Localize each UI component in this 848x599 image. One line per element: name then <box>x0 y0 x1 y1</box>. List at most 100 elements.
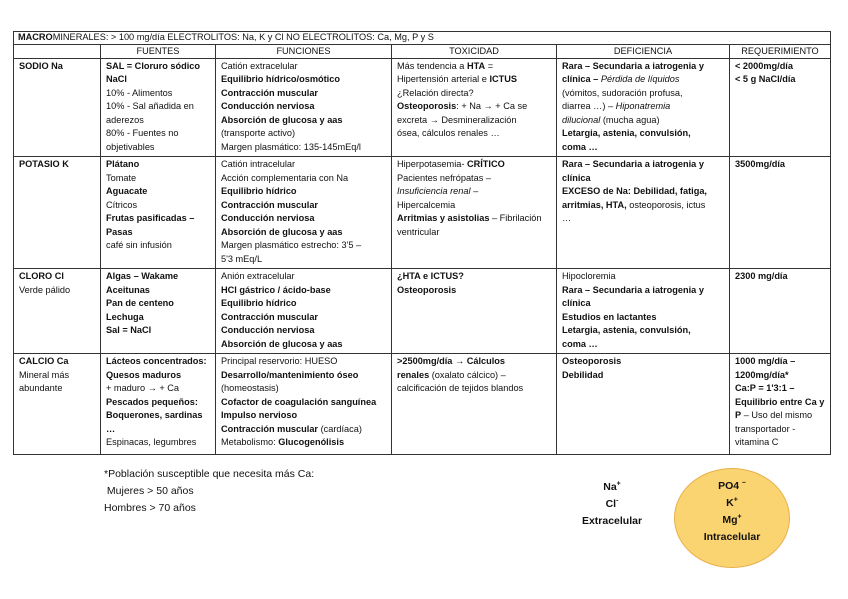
text-segment: Debilidad <box>562 369 604 380</box>
text-segment: Lácteos concentrados: <box>106 356 207 366</box>
text-segment: Catión extracelular <box>221 60 298 71</box>
text-segment: + maduro → + Ca <box>106 383 180 393</box>
cell-funciones: Catión intracelular Acción complementaria… <box>215 156 392 269</box>
text-segment: (vómitos, sudoración profusa, <box>562 87 683 98</box>
cell-line: Hiperpotasemia- CRÍTICO <box>397 158 552 172</box>
ion-charge: + <box>733 496 738 504</box>
table-title: MACROMINERALES: > 100 mg/día ELECTROLITO… <box>13 31 831 45</box>
ion-charge: - <box>616 497 619 505</box>
text-segment: 1000 mg/día – <box>735 356 796 366</box>
text-segment: objetivables <box>106 141 155 152</box>
cell-line: 1000 mg/día – <box>735 355 826 369</box>
cell-line: P – Uso del mismo <box>735 409 826 423</box>
cell-line: < 2000mg/día <box>735 60 826 74</box>
cell-line: Ca:P = 1'3:1 – <box>735 382 826 396</box>
text-segment: Pacientes nefrópatas – <box>397 172 491 183</box>
text-segment: < 2000mg/día <box>735 60 793 71</box>
cell-line: clínica <box>562 172 725 186</box>
cell-line: Conducción nerviosa <box>221 324 387 338</box>
cell-line: ventricular <box>397 226 552 240</box>
text-segment: 5'3 mEq/L <box>221 253 263 264</box>
text-segment: vitamina C <box>735 437 779 447</box>
text-segment: Acción complementaria con Na <box>221 172 349 183</box>
text-segment: CLORO Cl <box>19 271 64 281</box>
text-segment: Quesos maduros <box>106 369 182 380</box>
cell-line: Margen plasmático: 135-145mEq/l <box>221 141 387 155</box>
row-calcio: CALCIO Ca Mineral más abundante Lácteos con… <box>13 353 831 455</box>
text-segment: Metabolismo: <box>221 437 279 447</box>
cell-line: abundante <box>19 382 96 396</box>
cell-funciones: Catión extracelular Equilibrio hídrico/os… <box>215 57 392 157</box>
column-header <box>13 43 101 59</box>
text-segment: renales <box>397 369 432 380</box>
text-segment: Impulso nervioso <box>221 410 298 420</box>
text-segment: aderezos <box>106 114 144 125</box>
text-segment: Margen plasmático estrecho: 3'5 – <box>221 240 362 250</box>
ion-charge: + <box>737 513 742 521</box>
text-segment: Plátano <box>106 159 140 169</box>
cell-line: Rara – Secundaria a iatrogenia y <box>562 60 725 74</box>
cell-line: Verde pálido <box>19 284 96 298</box>
cell-line: Pescados pequeños: <box>106 396 211 410</box>
cell-line: Algas – Wakame <box>106 270 211 284</box>
ion-charge: + <box>616 480 621 488</box>
text-segment: Verde pálido <box>19 284 71 295</box>
cell-line: excreta → Desmineralización <box>397 114 552 128</box>
cell-line: Contracción muscular <box>221 199 387 213</box>
cell-deficiencia: Osteoporosis Debilidad <box>556 353 730 455</box>
cell-line: 2300 mg/día <box>735 270 826 284</box>
text-segment: EXCESO de Na: Debilidad, fatiga, <box>562 186 707 196</box>
row-sodio: SODIO Na SAL = Cloruro sódico NaCl 10% - Al… <box>13 57 831 157</box>
cell-line: clínica <box>562 297 725 311</box>
cell-line: Absorción de glucosa y aas <box>221 114 387 128</box>
cell-line: CALCIO Ca <box>19 355 96 369</box>
text-segment: Anión extracelular <box>221 271 295 281</box>
column-header: DEFICIENCIA <box>556 43 730 59</box>
text-segment: < 5 g NaCl/día <box>735 74 796 84</box>
cell-line: Plátano <box>106 158 211 172</box>
text-segment: = <box>485 60 494 71</box>
cell-line: 1200mg/día* <box>735 369 826 383</box>
text-segment: Equilibrio hídrico/osmótico <box>221 74 340 84</box>
note-line: *Población susceptible que necesita más … <box>104 468 315 480</box>
text-segment: P <box>735 410 742 420</box>
text-segment: : + Na → + Ca se <box>456 101 528 111</box>
text-segment: Pan de centeno <box>106 298 174 308</box>
cell-line: Conducción nerviosa <box>221 100 387 114</box>
cell-line: objetivables <box>106 141 211 155</box>
row-cloro: CLORO Cl Verde pálido Algas – Wakame Aceitu… <box>13 268 831 354</box>
text-segment: SAL = Cloruro sódico <box>106 60 201 71</box>
text-segment: Osteoporosis <box>562 356 622 366</box>
text-segment: 2300 mg/día <box>735 271 788 281</box>
intracellular-label: Intracelular <box>703 531 761 543</box>
text-segment: Contracción muscular <box>221 311 319 322</box>
note-line: Mujeres > 50 años <box>104 485 194 497</box>
cell-line: 10% - Sal añadida en <box>106 100 211 114</box>
text-segment: Absorción de glucosa y aas <box>221 226 343 237</box>
text-segment: 10% - Alimentos <box>106 87 173 98</box>
text-segment: Conducción nerviosa <box>221 213 315 223</box>
row-potasio: POTASIO K Plátano Tomate Aguacate Cítricos Fr… <box>13 156 831 269</box>
cell-line: Catión extracelular <box>221 60 387 74</box>
text-segment: Estudios en lactantes <box>562 311 657 322</box>
cell-line: Debilidad <box>562 369 725 383</box>
text-segment: Conducción nerviosa <box>221 101 315 111</box>
cell-line: Lácteos concentrados: <box>106 355 211 369</box>
cell-line: (homeostasis) <box>221 382 387 396</box>
text-segment: Más tendencia a <box>397 60 467 71</box>
cell-line: café sin infusión <box>106 239 211 253</box>
cell-line: CLORO Cl <box>19 270 96 284</box>
cell-line: EXCESO de Na: Debilidad, fatiga, <box>562 185 725 199</box>
cell-line: Sal = NaCl <box>106 324 211 338</box>
cell-line: clínica – Pérdida de líquidos <box>562 73 725 87</box>
cell-line: Quesos maduros <box>106 369 211 383</box>
extracellular-ions: Na+ Cl- Extracelular <box>566 479 658 530</box>
text-segment: (oxalato cálcico) – <box>431 369 506 380</box>
cell-deficiencia: Rara – Secundaria a iatrogenia y clínica … <box>556 57 730 157</box>
text-segment: dilucional <box>562 114 601 125</box>
cell-line: Osteoporosis: + Na → + Ca se <box>397 100 552 114</box>
cell-funciones: Principal reservorio: HUESO Desarrollo/ma… <box>215 353 392 455</box>
cell-fuentes: SAL = Cloruro sódico NaCl 10% - Alimentos 1… <box>100 57 216 157</box>
text-segment: Rara – Secundaria a iatrogenia y <box>562 284 704 295</box>
title-bold: MACRO <box>18 32 53 42</box>
